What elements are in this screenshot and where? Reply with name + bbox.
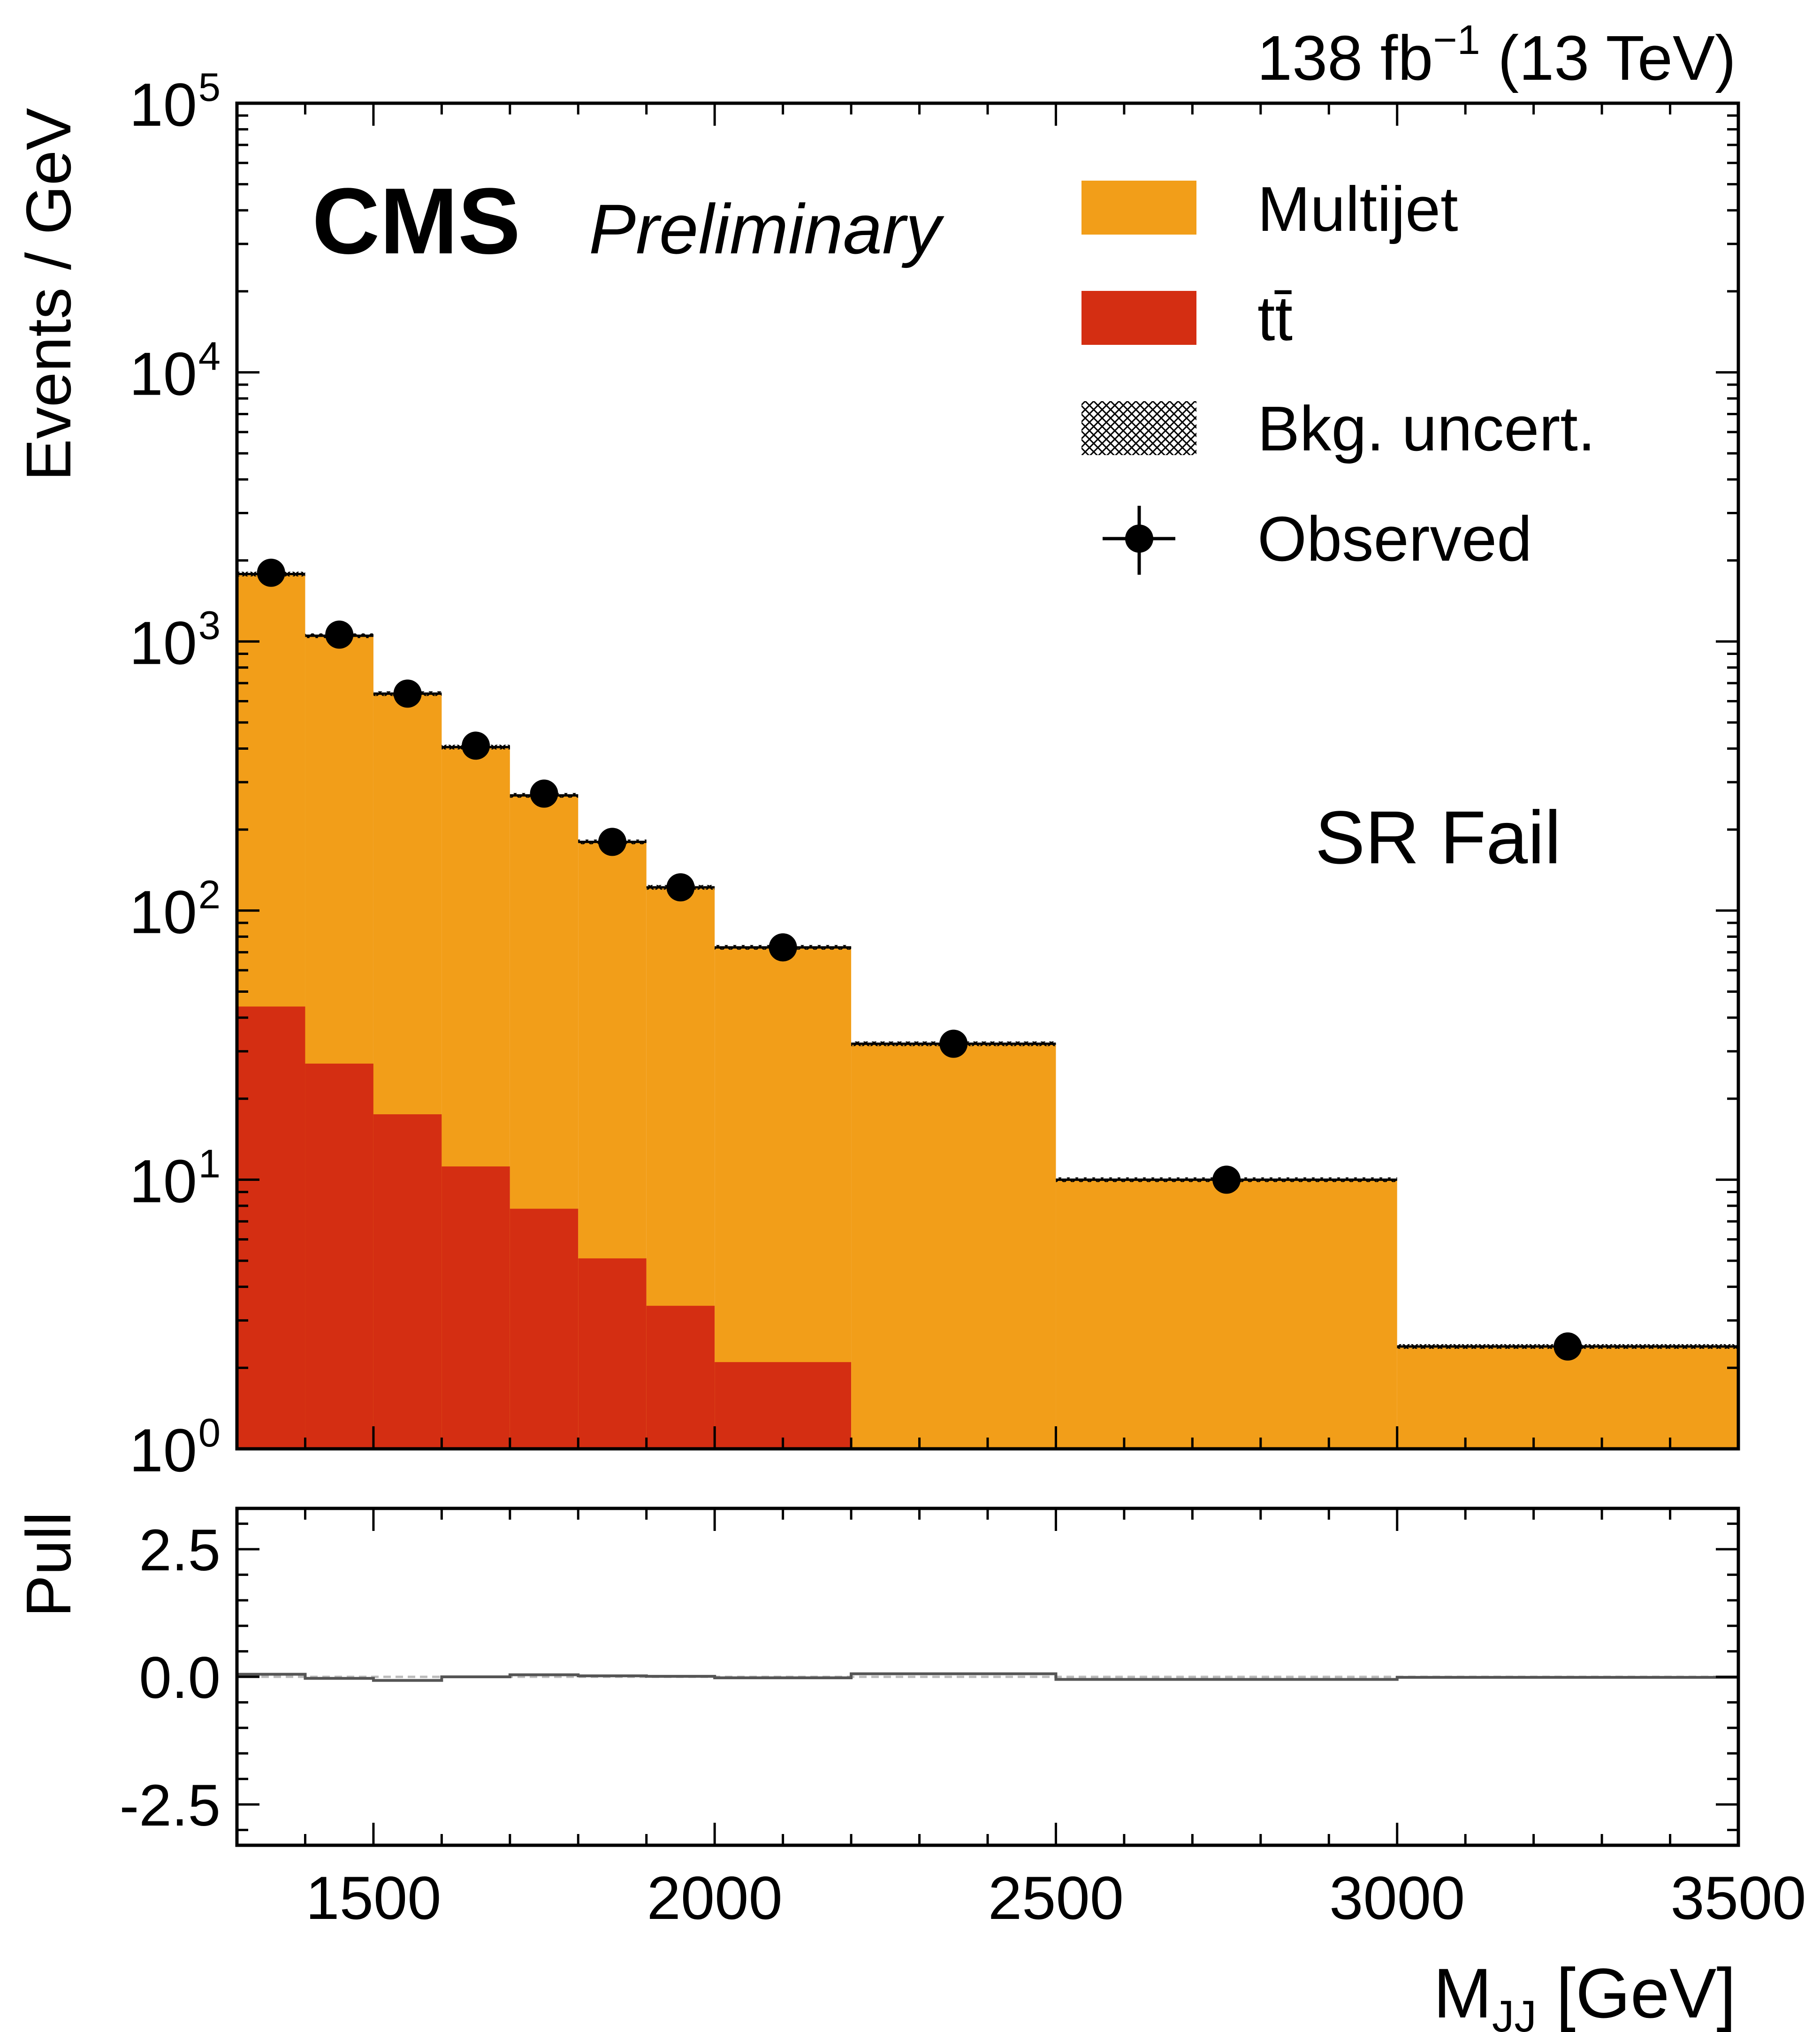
region-label: SR Fail [1315,795,1561,879]
y-tick-exponent: 2 [198,873,221,917]
y-tick-label: 10 [129,1416,197,1484]
y-tick-exponent: 0 [198,1411,221,1455]
pull-plot-frame [235,1507,1740,1847]
x-axis-label-subscript: JJ [1492,1992,1537,2032]
pull-y-tick-label: 2.5 [139,1518,221,1583]
y-tick-exponent: 5 [198,65,221,110]
observed-point [325,620,354,649]
legend: Multijet tt̄ Bkg. uncert. Observed [1081,174,1595,575]
pull-line [237,1672,1738,1682]
preliminary-label: Preliminary [589,190,944,268]
legend-uncert-label: Bkg. uncert. [1257,393,1595,464]
background-stack [237,571,1738,1449]
pull-y-tick-label: -2.5 [120,1773,221,1838]
x-axis-label: MJJ [GeV] [1433,1954,1736,2032]
observed-point [462,731,490,760]
ttbar-bar [715,1362,852,1449]
observed-point [939,1029,968,1058]
pull-x-tick-label: 1500 [305,1864,441,1932]
pull-x-tick-labels: 1500 2000 2500 3000 3500 [305,1864,1806,1932]
ttbar-bar [442,1166,510,1449]
observed-point [530,779,558,808]
y-tick-label: 10 [129,609,197,677]
observed-points [257,558,1582,1361]
ttbar-bar [510,1209,579,1449]
main-plot-frame [235,101,1740,1451]
legend-uncert-swatch [1081,401,1196,455]
lumi-superscript: −1 [1433,16,1480,63]
y-tick-label: 10 [129,1147,197,1215]
legend-ttbar-swatch [1081,291,1196,345]
multijet-bar [1397,1346,1738,1449]
observed-point [393,679,422,708]
y-tick-exponent: 4 [198,335,221,379]
legend-observed-marker [1125,525,1153,553]
observed-point [1553,1332,1582,1361]
pull-x-tick-label: 2500 [988,1864,1124,1932]
y-axis-label: Events / GeV [13,108,84,481]
legend-multijet-label: Multijet [1257,174,1458,244]
pull-y-axis-label: Pull [13,1512,84,1617]
y-tick-label: 10 [129,70,197,139]
ttbar-bar [305,1063,373,1449]
ttbar-bar [237,1006,305,1449]
legend-observed-label: Observed [1257,503,1532,574]
y-tick-label: 10 [129,878,197,946]
pull-panel: 2.5 0.0 -2.5 1500 2000 2500 3000 3500 Pull MJJ… [13,1507,1806,2032]
multijet-bar [1056,1180,1397,1449]
pull-y-tick-label: 0.0 [139,1645,221,1711]
y-tick-exponent: 1 [198,1142,221,1186]
legend-multijet-swatch [1081,181,1196,235]
y-tick-label: 10 [129,340,197,408]
pull-x-tick-label: 2000 [647,1864,783,1932]
pull-histogram [237,1672,1738,1682]
pull-x-tick-label: 3000 [1329,1864,1465,1932]
y-tick-exponent: 3 [198,603,221,648]
ttbar-bar [373,1114,442,1449]
observed-point [257,558,285,587]
pull-x-tick-label: 3500 [1670,1864,1806,1932]
lumi-label: 138 fb−1 (13 TeV) [1257,16,1736,93]
legend-ttbar-label: tt̄ [1257,283,1293,354]
observed-point [1212,1165,1241,1194]
observed-point [598,828,626,856]
cms-logo: CMS [312,169,520,274]
observed-point [769,933,797,962]
pull-y-tick-labels: 2.5 0.0 -2.5 [120,1518,221,1838]
ttbar-bar [646,1306,715,1449]
observed-point [666,873,695,902]
ttbar-bar [578,1258,647,1449]
multijet-bar [851,1043,1056,1449]
